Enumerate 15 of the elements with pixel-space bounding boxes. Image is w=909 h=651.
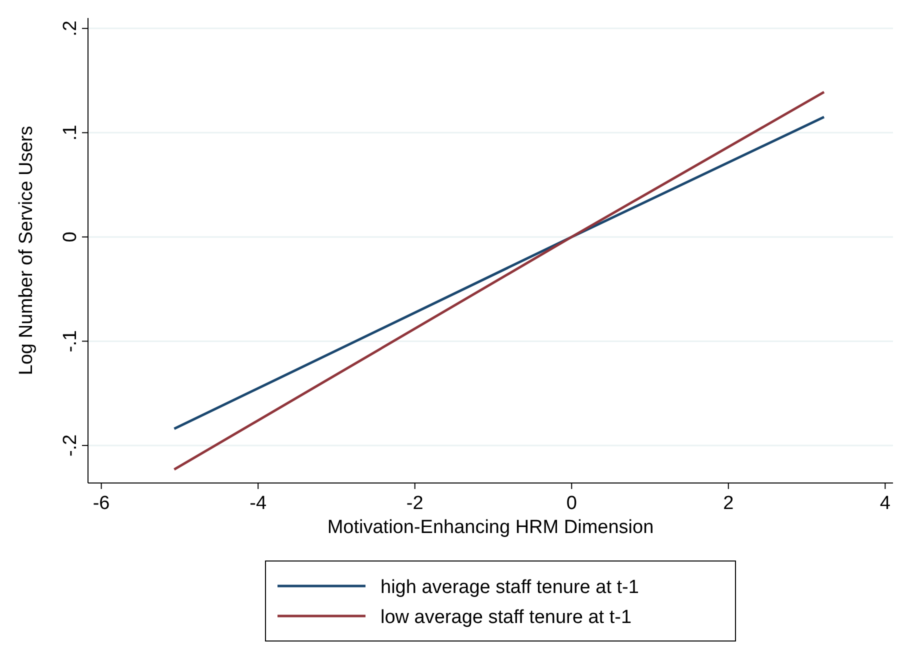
y-tick-label: -.2 (60, 434, 81, 457)
x-axis-title: Motivation-Enhancing HRM Dimension (327, 517, 654, 538)
x-tick-label: 0 (566, 493, 577, 514)
x-tick-label: 4 (880, 493, 891, 514)
x-tick-label: 2 (723, 493, 734, 514)
legend-label: high average staff tenure at t-1 (380, 577, 639, 598)
y-axis-title: Log Number of Service Users (16, 126, 37, 376)
legend-label: low average staff tenure at t-1 (380, 607, 632, 628)
y-tick-label: -.1 (60, 330, 81, 352)
x-tick-label: -6 (92, 493, 110, 514)
y-tick-label: .1 (60, 124, 81, 141)
x-tick-label: -4 (250, 493, 267, 514)
x-tick-label: -2 (406, 493, 424, 514)
y-tick-label: 0 (60, 232, 81, 242)
y-tick-label: .2 (60, 20, 81, 36)
